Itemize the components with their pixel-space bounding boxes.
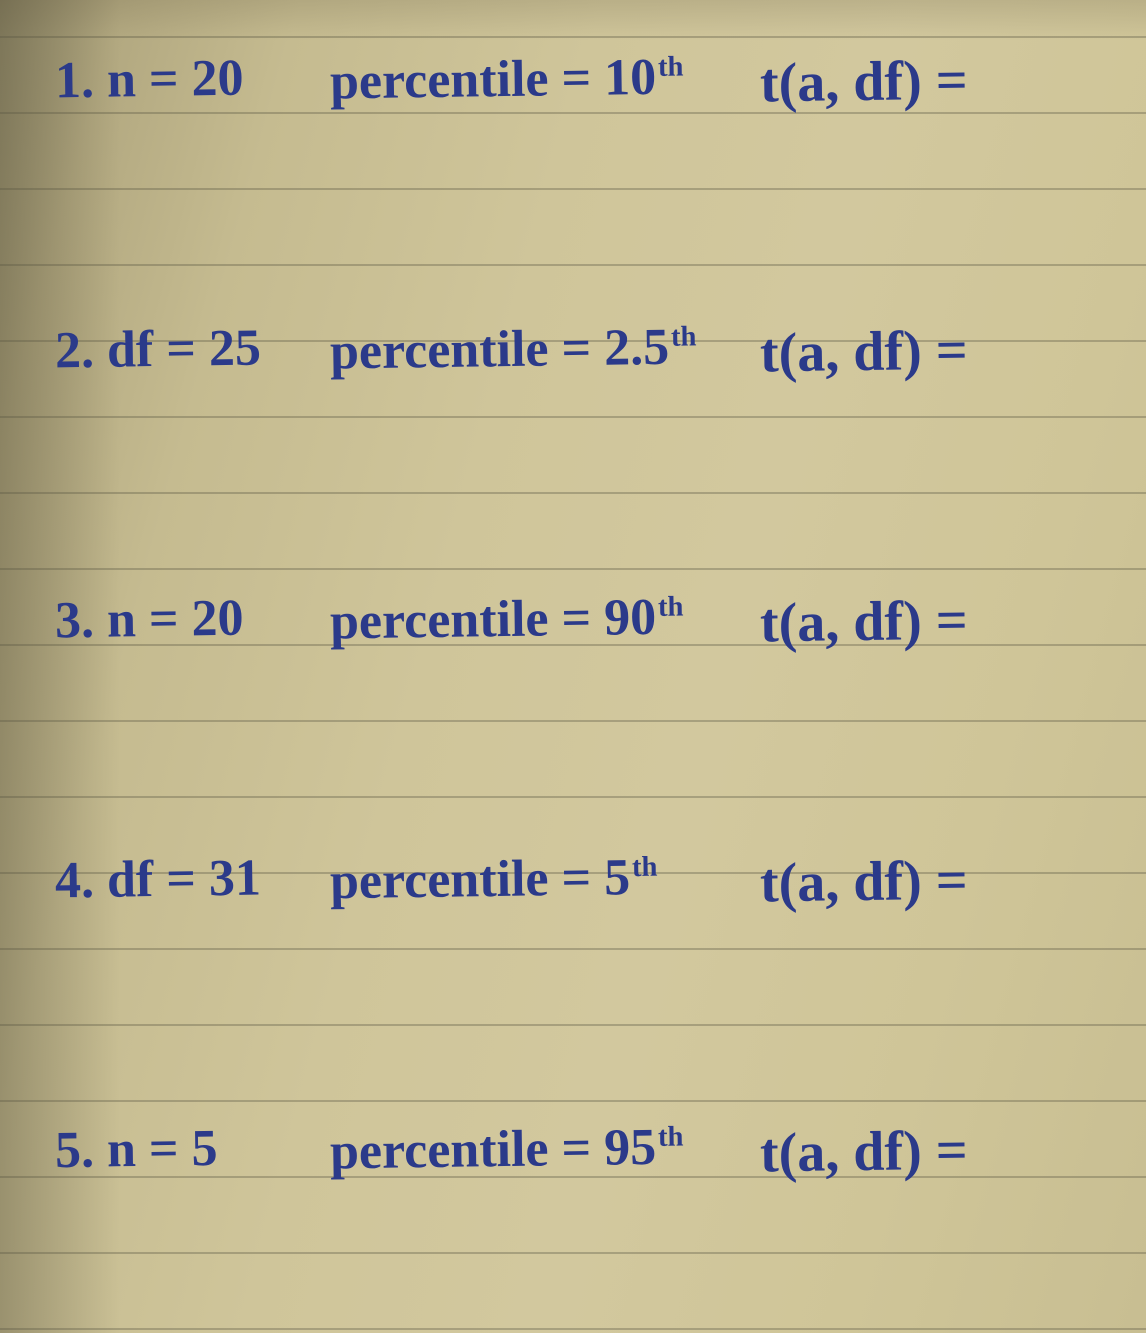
item-spec: 5. n = 5 [55, 1119, 218, 1180]
problem-row: 2. df = 25 percentile = 2.5th t(a, df) = [0, 320, 1146, 440]
t-a-df-expression: t(a, df) = [760, 1119, 969, 1186]
percentile-value: percentile = 95 [330, 1119, 657, 1181]
percentile-value: percentile = 90 [330, 589, 657, 651]
item-spec: 1. n = 20 [55, 49, 244, 111]
page-top-edge [0, 0, 1146, 40]
percentile-spec: percentile = 2.5th [330, 317, 697, 381]
percentile-spec: percentile = 10th [330, 48, 684, 112]
problem-row: 4. df = 31 percentile = 5th t(a, df) = [0, 850, 1146, 970]
item-spec: 3. n = 20 [55, 589, 244, 651]
percentile-spec: percentile = 95th [330, 1118, 684, 1182]
ordinal-suffix: th [671, 321, 697, 352]
problem-row: 5. n = 5 percentile = 95th t(a, df) = [0, 1120, 1146, 1240]
ordinal-suffix: th [632, 851, 658, 882]
percentile-spec: percentile = 5th [330, 848, 658, 912]
ordinal-suffix: th [658, 51, 684, 82]
item-spec: 2. df = 25 [55, 319, 262, 381]
t-a-df-expression: t(a, df) = [760, 589, 969, 656]
percentile-spec: percentile = 90th [330, 588, 684, 652]
t-a-df-expression: t(a, df) = [760, 49, 969, 116]
item-spec: 4. df = 31 [55, 849, 262, 911]
t-a-df-expression: t(a, df) = [760, 849, 969, 916]
problem-row: 3. n = 20 percentile = 90th t(a, df) = [0, 590, 1146, 710]
ordinal-suffix: th [658, 591, 684, 622]
percentile-value: percentile = 10 [330, 49, 657, 111]
t-a-df-expression: t(a, df) = [760, 319, 969, 386]
ordinal-suffix: th [658, 1121, 684, 1152]
problem-row: 1. n = 20 percentile = 10th t(a, df) = [0, 50, 1146, 170]
percentile-value: percentile = 2.5 [330, 319, 670, 381]
percentile-value: percentile = 5 [330, 849, 631, 910]
